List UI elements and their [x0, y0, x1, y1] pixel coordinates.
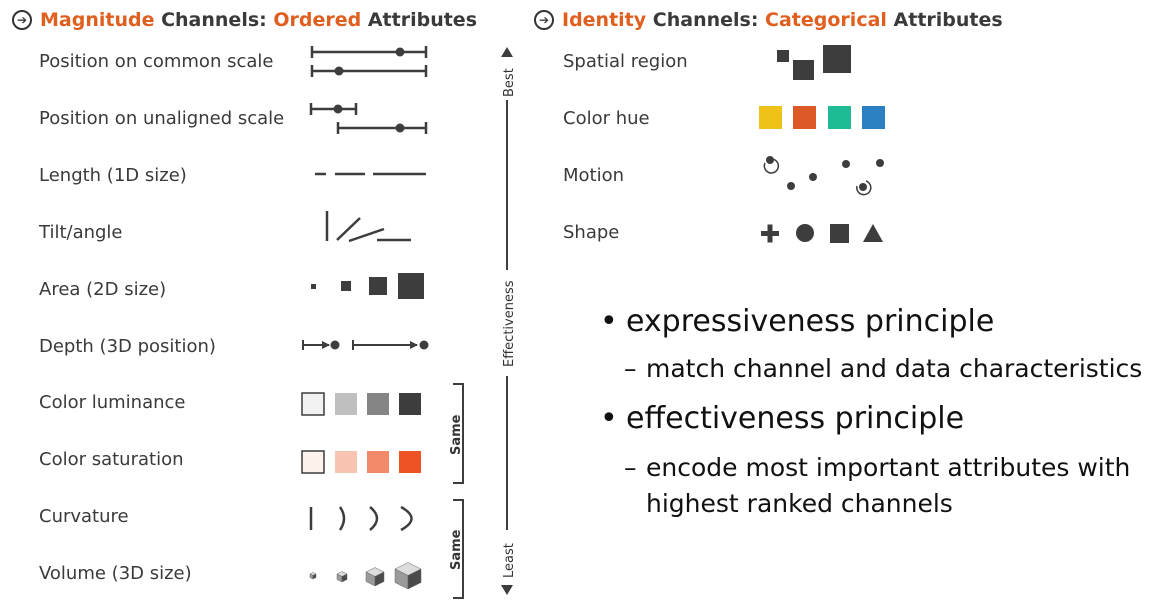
header-ordered-word: Ordered [273, 9, 362, 31]
channel-label-spatial-region: Spatial region [563, 51, 688, 72]
color-luminance-marks [301, 392, 421, 416]
header-categorical-word: Categorical [765, 9, 887, 31]
channel-label-depth: Depth (3D position) [39, 336, 216, 357]
magnitude-channels-header: ➔ Magnitude Channels: Ordered Attributes [12, 9, 477, 31]
same-bracket-1 [453, 383, 464, 484]
header-channels-word: Channels: [154, 9, 274, 31]
channel-label-color-saturation: Color saturation [39, 449, 184, 470]
channel-label-position-unaligned: Position on unaligned scale [39, 108, 285, 129]
same-label-1: Same [449, 414, 464, 455]
header-channels-word: Channels: [646, 9, 766, 31]
axis-label-best: Best [502, 68, 517, 97]
cube-1 [309, 572, 317, 580]
channel-label-position-common: Position on common scale [39, 51, 274, 72]
principle-effectiveness-title: effectiveness principle [626, 401, 965, 436]
circled-right-arrow-icon: ➔ [12, 10, 32, 30]
area-marks [311, 273, 424, 299]
dash-2: – [624, 453, 637, 482]
channel-label-volume: Volume (3D size) [39, 563, 192, 584]
depth-marks [302, 340, 429, 350]
same-bracket-2 [453, 499, 464, 599]
position-common-scale-marks [310, 46, 428, 77]
tilt-angle-marks [325, 211, 411, 243]
header-magnitude-word: Magnitude [40, 9, 155, 31]
principle-expressiveness-detail: match channel and data characteristics [646, 354, 1143, 383]
motion-marks [763, 156, 884, 196]
cube-2 [336, 571, 348, 583]
channel-label-shape: Shape [563, 222, 620, 243]
same-label-2: Same [449, 529, 464, 570]
header-identity-word: Identity [562, 9, 647, 31]
cube-4 [394, 562, 422, 590]
identity-channels-header: ➔ Identity Channels: Categorical Attribut… [534, 9, 1003, 31]
cube-3 [365, 567, 385, 587]
axis-label-least: Least [502, 543, 517, 578]
effectiveness-axis: Best Effectiveness Least [501, 47, 517, 595]
bullet-2: • [600, 401, 618, 436]
spatial-region-marks [777, 45, 851, 80]
principle-effectiveness-detail-line2: highest ranked channels [646, 489, 953, 518]
channel-label-tilt: Tilt/angle [39, 222, 123, 243]
down-arrow-icon [501, 585, 513, 595]
channel-label-color-luminance: Color luminance [39, 392, 186, 413]
header-attributes-word: Attributes [886, 9, 1003, 31]
bullet-1: • [600, 304, 618, 339]
channel-label-motion: Motion [563, 165, 625, 186]
dash-1: – [624, 354, 637, 383]
header-attributes-word: Attributes [361, 9, 478, 31]
channel-label-area: Area (2D size) [39, 279, 167, 300]
curvature-marks [309, 505, 413, 532]
principle-effectiveness-detail-line1: encode most important attributes with [646, 453, 1131, 482]
axis-label-effectiveness: Effectiveness [502, 280, 517, 367]
circled-right-arrow-icon: ➔ [534, 10, 554, 30]
shape-marks [761, 224, 883, 243]
up-arrow-icon [501, 47, 513, 57]
channel-label-color-hue: Color hue [563, 108, 650, 129]
principle-expressiveness-title: expressiveness principle [626, 304, 995, 339]
color-saturation-marks [301, 450, 421, 474]
color-hue-marks [759, 106, 885, 129]
channel-label-curvature: Curvature [39, 506, 129, 527]
channel-label-length: Length (1D size) [39, 165, 187, 186]
volume-marks [309, 562, 422, 590]
position-unaligned-scale-marks [309, 103, 428, 134]
